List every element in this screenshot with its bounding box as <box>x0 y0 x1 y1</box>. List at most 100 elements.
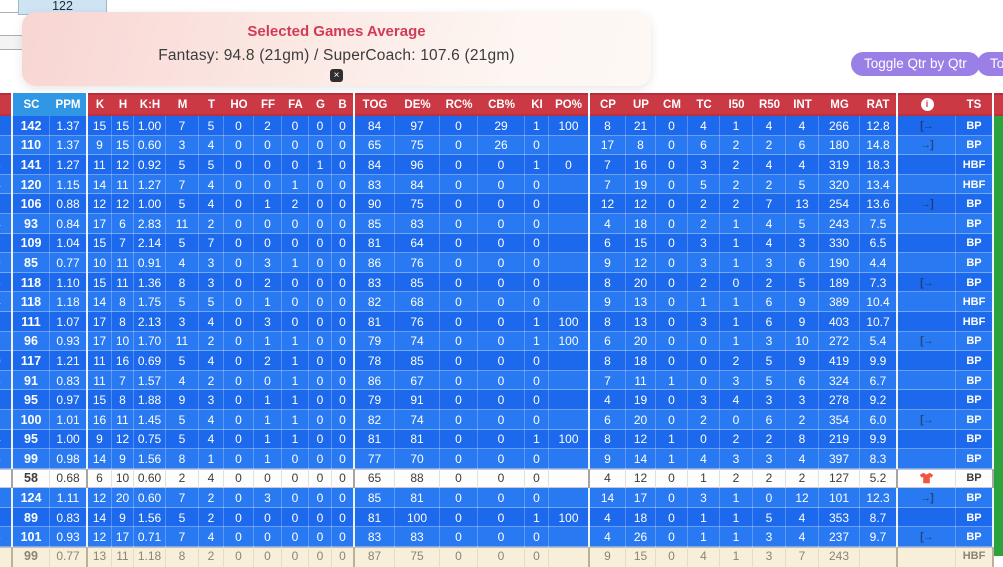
table-row[interactable]: 9850.7710110.914303100867600091203136190… <box>0 253 994 273</box>
col-header-ts[interactable]: TS <box>956 93 994 116</box>
col-header-po[interactable]: PO% <box>549 93 590 116</box>
cell-de: 96 <box>395 155 440 175</box>
col-header-int[interactable]: INT <box>793 98 812 111</box>
cell-mg: 354 <box>819 409 860 430</box>
col-header-up[interactable]: UP <box>633 98 649 111</box>
col-header-cm[interactable]: CM <box>663 98 681 111</box>
table-row[interactable]: 71091.041572.145700000816400061503143330… <box>0 233 994 254</box>
table-row[interactable]: 4951.009120.7554011008181001100812102282… <box>0 429 994 450</box>
cell-m: 7 <box>166 527 199 548</box>
col-header-mg[interactable]: MG <box>830 98 849 111</box>
cell-h: 15 <box>112 135 134 156</box>
table-row[interactable]: 41201.1514111.27740010083840007190522532… <box>0 174 994 195</box>
cell-po <box>549 527 590 548</box>
cell-i50: 1 <box>720 527 753 548</box>
cell-ff: 3 <box>254 253 282 273</box>
table-row[interactable]: 106 0.88 12 12 1.00 5 4 0 1 2 0 0 90 75 0 0 0 12 12 0 2 2 7 13 2… <box>0 194 994 214</box>
cell-h: 11 <box>112 253 134 273</box>
cell-ki: 0 <box>525 449 549 469</box>
cell-rc: 0 <box>440 507 478 528</box>
col-header-m[interactable]: M <box>177 98 188 111</box>
table-row[interactable]: 100 1.01 16 11 1.45 5 4 0 1 1 0 0 82 74 0 0 0 6 20 0 2 0 6 2 354… <box>0 409 994 430</box>
table-row[interactable]: 71241.1112200.60720300085810001417031012… <box>0 488 994 508</box>
cell-i50: 0 <box>720 272 753 293</box>
col-header-cb[interactable]: CB% <box>488 98 515 111</box>
cell-kh: 2.83 <box>134 213 166 234</box>
table-row[interactable]: 142 1.37 15 15 1.00 7 5 0 2 0 0 0 84 97 0 29 1 100 8 21 0 4 1 4… <box>0 116 994 136</box>
cell-rat <box>860 547 898 567</box>
cell-po <box>549 449 590 469</box>
cell-ppm: 1.10 <box>50 272 88 293</box>
col-header-kh[interactable]: K:H <box>139 98 161 111</box>
toggle-second-button[interactable]: Togg <box>977 52 1003 76</box>
cell-ho: 0 <box>224 253 254 273</box>
table-row[interactable]: 01171.2111160.69540210078850008180025941… <box>0 351 994 371</box>
cell-status <box>898 507 956 528</box>
toggle-qtr-by-qtr-button[interactable]: Toggle Qtr by Qtr <box>851 52 980 76</box>
cell-ff: 0 <box>254 135 282 156</box>
tooltip-title: Selected Games Average <box>247 23 426 40</box>
sub-off-icon: [→ <box>920 276 934 289</box>
close-icon[interactable]: × <box>330 69 343 82</box>
cell-k: 14 <box>88 449 112 469</box>
table-row[interactable]: 31181.1015111.36830200083850008200202518… <box>0 272 994 293</box>
table-row[interactable]: 95 0.97 15 8 1.88 9 3 0 1 1 0 0 79 91 0 0 0 4 19 0 3 4 3 3 278 9.… <box>0 390 994 410</box>
col-header-fa[interactable]: FA <box>288 98 303 111</box>
cell-po <box>549 468 590 489</box>
table-row[interactable]: 4930.841762.8311200000858300041802145243… <box>0 213 994 234</box>
cell-po <box>549 547 590 567</box>
cell-cp: 8 <box>590 351 626 371</box>
col-header-rat[interactable]: RAT <box>860 93 898 116</box>
cell-k: 11 <box>88 370 112 391</box>
cell-cb: 0 <box>478 468 525 489</box>
clipped-value: 4 <box>0 178 1 192</box>
col-header-rc[interactable]: RC% <box>445 98 473 111</box>
col-header-i50[interactable]: I50 <box>728 98 745 111</box>
cell-ki: 0 <box>525 194 549 214</box>
cell-cb: 26 <box>478 135 525 156</box>
col-header-ppm[interactable]: PPM <box>50 93 88 116</box>
cell-rc: 0 <box>440 370 478 391</box>
col-header-ho[interactable]: HO <box>230 98 248 111</box>
table-row[interactable]: 31010.9312170.71740000083830004260113423… <box>0 527 994 548</box>
col-header-b[interactable]: B <box>332 93 355 116</box>
cell-up: 20 <box>626 409 656 430</box>
cell-k: 12 <box>88 527 112 548</box>
cell-m: 4 <box>166 253 199 273</box>
col-header-h[interactable]: H <box>118 98 128 111</box>
table-row[interactable]: 3910.831171.5742001008667000711103563246… <box>0 370 994 391</box>
table-row[interactable]: 5990.981491.5681010007770000914143343978… <box>0 449 994 469</box>
col-header-ki[interactable]: KI <box>531 98 543 111</box>
table-row[interactable]: 31411.2711120.92550001084960010716032443… <box>0 155 994 175</box>
col-header-r50[interactable]: R50 <box>758 98 781 111</box>
cell-cb: 0 <box>478 351 525 371</box>
col-header-sc[interactable]: SC <box>13 93 50 116</box>
info-icon[interactable]: i <box>920 98 934 111</box>
table-row[interactable]: 96 0.93 17 10 1.70 11 2 0 1 1 0 0 79 74 0 0 1 100 6 20 0 0 1 3 1… <box>0 331 994 352</box>
cell-rat: 7.3 <box>860 272 898 293</box>
cell-ts: BP <box>956 331 994 352</box>
col-header-tc[interactable]: TC <box>696 98 712 111</box>
table-row[interactable]: 7890.831491.5652000008110000110041801154… <box>0 507 994 528</box>
table-row[interactable]: 110 1.37 9 15 0.60 3 4 0 0 0 0 0 65 75 0 26 0 17 8 0 6 2 2 6 180… <box>0 135 994 156</box>
info-icon[interactable]: i <box>898 93 956 116</box>
cell-ki: 0 <box>525 213 549 234</box>
selected-games-tooltip: Selected Games Average Fantasy: 94.8 (21… <box>22 12 651 86</box>
cell-ho: 0 <box>224 351 254 371</box>
cell-ho: 0 <box>224 116 254 136</box>
col-header-ff[interactable]: FF <box>260 98 276 111</box>
table-row[interactable]: 58 0.68 6 10 0.60 2 4 0 0 0 0 0 65 88 0 0 0 4 12 0 1 2 2 2 127 5.… <box>0 468 994 489</box>
highlighted-score-cell[interactable]: 122 <box>18 0 107 15</box>
cell-m: 5 <box>166 409 199 430</box>
col-header-k[interactable]: K <box>95 98 105 111</box>
col-header-cp[interactable]: CP <box>600 98 616 111</box>
table-row[interactable]: 99 0.77 13 11 1.18 8 2 0 0 0 0 0 87 75 0 0 0 9 15 0 4 1 3 7 243 H… <box>0 547 994 567</box>
cell-de: 76 <box>395 253 440 273</box>
col-header-tog[interactable]: TOG <box>362 98 388 111</box>
col-header-t[interactable]: T <box>207 98 216 111</box>
col-header-de[interactable]: DE% <box>404 98 431 111</box>
table-row[interactable]: 41181.181481.755501000826800091301169389… <box>0 292 994 312</box>
table-row[interactable]: 21111.071782.133403000817600110081303169… <box>0 311 994 332</box>
col-header-g[interactable]: G <box>316 98 325 111</box>
cell-m: 5 <box>166 292 199 312</box>
